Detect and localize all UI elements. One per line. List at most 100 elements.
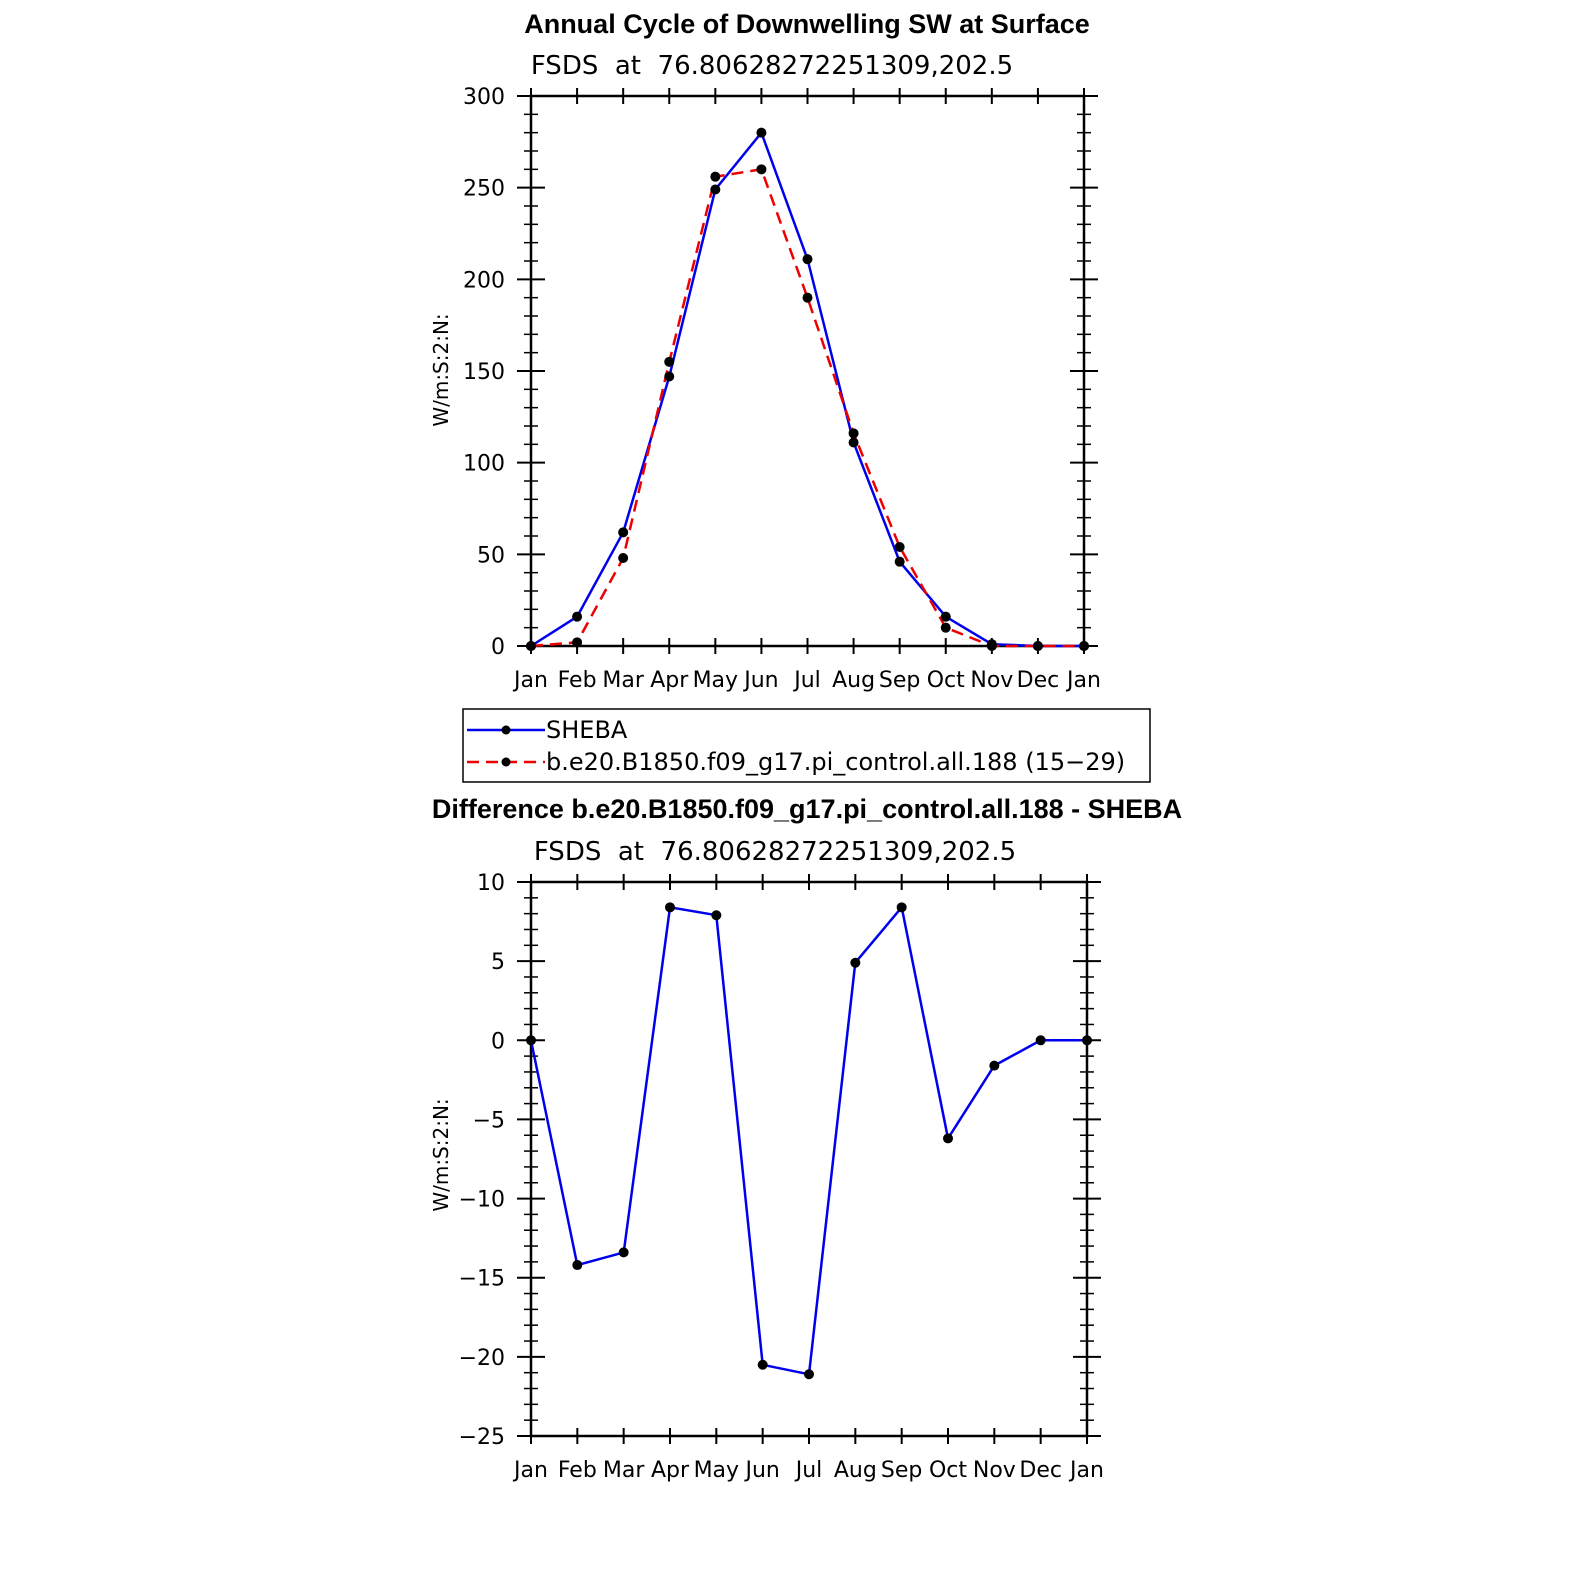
top-x-tick-label: Jul: [792, 668, 821, 693]
bottom-y-tick-label: 5: [491, 950, 505, 975]
bottom-x-tick-label: Dec: [1019, 1458, 1062, 1483]
top-series-0-point: [802, 254, 813, 265]
top-y-tick-label: 150: [463, 360, 505, 385]
bottom-series-0-point: [989, 1060, 1000, 1071]
top-series-1-point: [572, 637, 583, 648]
bottom-x-tick-label: Apr: [651, 1458, 690, 1483]
bottom-x-tick-label: Mar: [603, 1458, 645, 1483]
bottom-x-tick-label: Jan: [512, 1458, 548, 1483]
bottom-y-tick-label: −25: [459, 1425, 505, 1450]
top-series-1-point: [986, 641, 997, 651]
bottom-series-0-point: [804, 1369, 814, 1380]
bottom-y-tick-label: −20: [459, 1346, 505, 1371]
top-y-tick-label: 250: [463, 177, 505, 202]
legend: SHEBA b.e20.B1850.f09_g17.pi_control.all…: [462, 708, 1151, 783]
bottom-x-tick-label: Jun: [743, 1458, 779, 1483]
bottom-x-tick-label: Aug: [834, 1458, 877, 1483]
top-x-tick-label: Jun: [742, 668, 778, 693]
top-series-0-point: [894, 556, 905, 567]
bottom-y-tick-label: 10: [477, 871, 505, 896]
difference-chart: Difference b.e20.B1850.f09_g17.pi_contro…: [429, 794, 1182, 1483]
top-x-tick-label: May: [693, 668, 738, 693]
top-y-tick-label: 50: [477, 543, 505, 568]
top-x-tick-label: Nov: [970, 668, 1013, 693]
bottom-y-tick-label: −15: [459, 1267, 505, 1292]
top-x-tick-label: Jan: [512, 668, 548, 693]
top-series-1-point: [756, 164, 767, 175]
top-series-1-point: [940, 622, 951, 633]
top-y-tick-label: 0: [491, 635, 505, 660]
legend-label-model: b.e20.B1850.f09_g17.pi_control.all.188 (…: [546, 748, 1125, 776]
bottom-series-0-point: [618, 1247, 629, 1258]
legend-marker-model: [501, 757, 511, 767]
top-series-group: [526, 127, 1089, 651]
top-chart-title: Annual Cycle of Downwelling SW at Surfac…: [524, 9, 1090, 39]
bottom-series-0-point: [850, 957, 861, 968]
top-x-tick-label: Sep: [879, 668, 920, 693]
bottom-x-tick-label: Jul: [794, 1458, 823, 1483]
top-x-tick-label: Mar: [602, 668, 644, 693]
bottom-axes: Jan Feb Mar Apr May Jun Jul Aug Sep Oct Nov Dec Jan−…: [459, 871, 1104, 1483]
bottom-x-tick-label: May: [694, 1458, 739, 1483]
bottom-chart-ylabel: W/m:S:2:N:: [429, 1098, 453, 1211]
bottom-y-tick-label: −5: [473, 1108, 505, 1133]
top-series-1-point: [526, 641, 536, 651]
top-series-1-point: [1079, 641, 1089, 651]
top-x-tick-label: Feb: [558, 668, 597, 693]
top-series-1-point: [802, 292, 813, 303]
top-chart-ylabel: W/m:S:2:N:: [429, 313, 453, 426]
top-series-line-1: [530, 167, 1084, 648]
bottom-y-tick-label: −10: [459, 1188, 505, 1213]
bottom-series-0-point: [943, 1133, 953, 1144]
top-series-line-0: [530, 130, 1084, 648]
legend-box: [462, 708, 1151, 783]
top-x-tick-label: Apr: [650, 668, 689, 693]
bottom-series-0-point: [711, 910, 722, 921]
bottom-x-tick-label: Oct: [929, 1458, 967, 1483]
top-series-0-point: [664, 371, 675, 382]
bottom-chart-title: Difference b.e20.B1850.f09_g17.pi_contro…: [432, 794, 1182, 824]
bottom-series-0-point: [1082, 1035, 1092, 1046]
top-series-1-point: [894, 542, 905, 552]
bottom-x-tick-label: Jan: [1068, 1458, 1104, 1483]
bottom-series-line-0: [529, 904, 1087, 1376]
top-series-0-point: [572, 611, 583, 622]
top-series-1-point: [710, 171, 721, 182]
bottom-series-0-point: [665, 902, 675, 913]
top-series-0-point: [618, 527, 629, 538]
top-series-0-point: [756, 127, 767, 138]
bottom-series-0-point: [572, 1260, 583, 1271]
bottom-series-0-point: [526, 1035, 536, 1046]
top-series-1-point: [848, 428, 859, 439]
legend-marker-sheba: [501, 725, 511, 735]
bottom-y-tick-label: 0: [491, 1029, 505, 1054]
bottom-x-tick-label: Nov: [973, 1458, 1016, 1483]
annual-cycle-chart: Annual Cycle of Downwelling SW at Surfac…: [429, 9, 1101, 693]
top-chart-subtitle: FSDS at 76.80628272251309,202.5: [531, 51, 1013, 81]
top-x-tick-label: Oct: [927, 668, 965, 693]
top-x-tick-label: Aug: [832, 668, 875, 693]
top-series-0-point: [848, 437, 859, 448]
top-x-tick-label: Dec: [1017, 668, 1060, 693]
bottom-series-group: [526, 902, 1092, 1380]
top-series-1-point: [1032, 641, 1043, 651]
top-series-1-point: [664, 356, 675, 367]
top-series-0-point: [710, 184, 721, 195]
legend-label-sheba: SHEBA: [546, 716, 628, 744]
top-series-1-point: [618, 553, 629, 563]
bottom-plot-frame: [529, 880, 1089, 1438]
bottom-series-0-point: [1035, 1035, 1046, 1046]
bottom-x-tick-label: Sep: [881, 1458, 922, 1483]
top-y-tick-label: 200: [463, 268, 505, 293]
bottom-series-0-point: [757, 1359, 768, 1370]
bottom-chart-subtitle: FSDS at 76.80628272251309,202.5: [534, 837, 1016, 867]
top-axes: Jan Feb Mar Apr May Jun Jul Aug Sep Oct Nov Dec Jan0…: [463, 85, 1101, 693]
bottom-series-0-point: [896, 902, 907, 913]
top-plot-frame: [529, 94, 1086, 648]
top-series-0-point: [940, 611, 951, 622]
top-x-tick-label: Jan: [1065, 668, 1101, 693]
top-y-tick-label: 100: [463, 452, 505, 477]
top-y-tick-label: 300: [463, 85, 505, 110]
bottom-x-tick-label: Feb: [558, 1458, 597, 1483]
